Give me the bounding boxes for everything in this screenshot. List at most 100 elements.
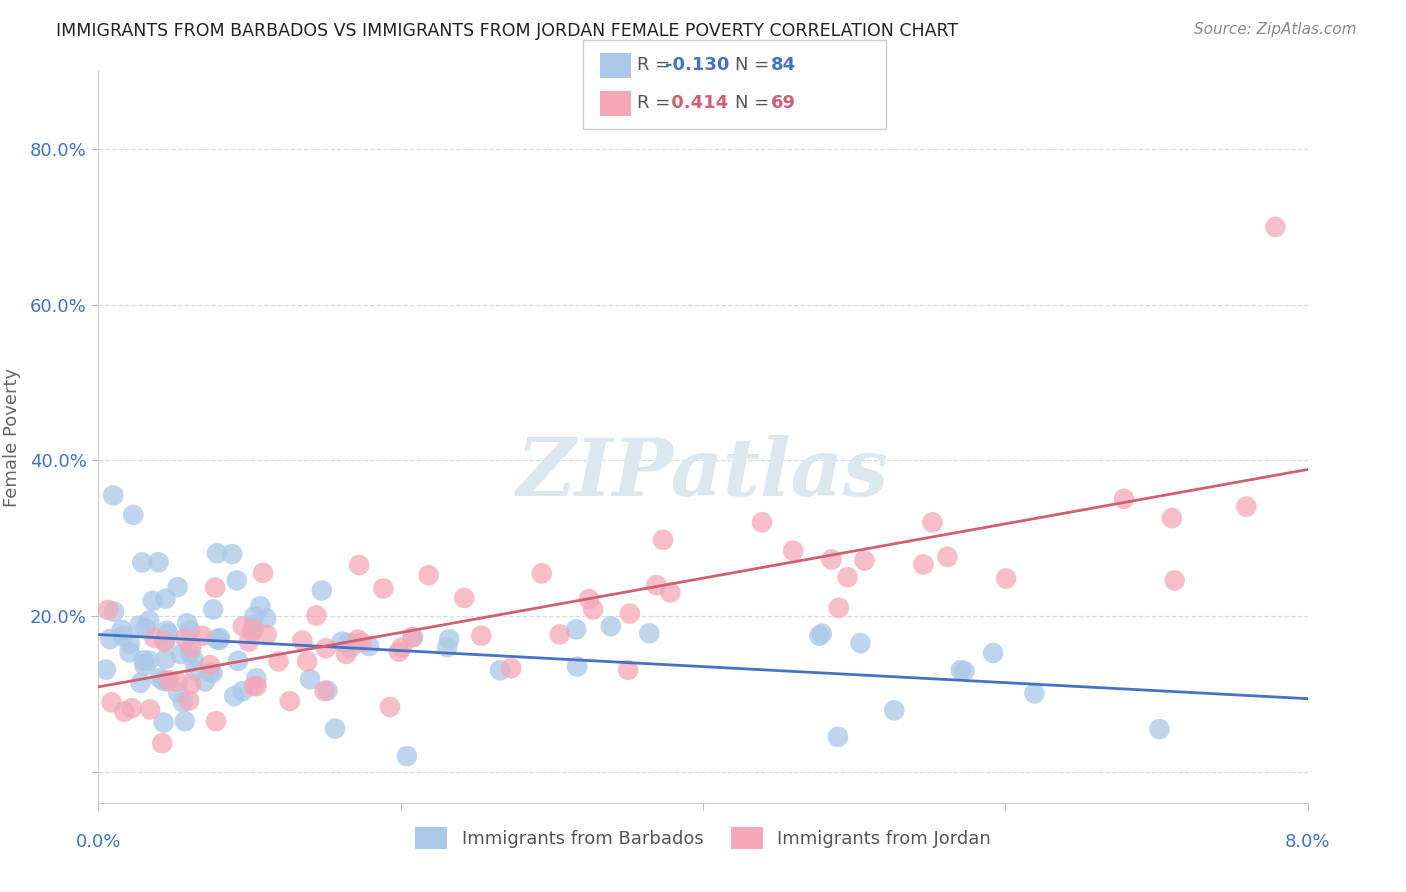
Point (883, 703, 905, 717)
Point (100, 695, 122, 709)
Point (155, 652, 177, 666)
Point (179, 693, 201, 707)
Point (94, 663, 117, 677)
Point (853, 553, 876, 567)
Point (1264, 219, 1286, 234)
Point (97, 603, 120, 617)
Point (949, 663, 972, 677)
Point (645, 578, 668, 592)
Point (131, 556, 153, 570)
Point (183, 653, 205, 667)
Point (659, 585, 682, 599)
Point (267, 655, 290, 669)
Point (242, 618, 264, 632)
Point (103, 488, 125, 502)
Point (121, 701, 143, 715)
Point (1112, 491, 1135, 506)
Text: 0.414: 0.414 (665, 95, 728, 112)
Point (111, 629, 134, 643)
Point (782, 543, 804, 558)
Point (194, 674, 217, 689)
Point (1163, 574, 1185, 588)
Point (103, 605, 125, 619)
Point (567, 659, 589, 673)
Point (436, 640, 458, 655)
Point (122, 508, 145, 522)
Point (208, 633, 231, 648)
Point (921, 516, 943, 530)
Point (225, 574, 247, 588)
Point (198, 665, 221, 680)
Point (395, 749, 418, 764)
Point (1160, 511, 1182, 525)
Point (242, 679, 264, 693)
Point (152, 673, 174, 688)
Point (912, 558, 935, 572)
Point (599, 619, 621, 633)
Point (936, 549, 959, 564)
Point (202, 602, 225, 616)
Point (373, 582, 395, 596)
Point (205, 546, 228, 560)
Point (226, 654, 249, 668)
Point (129, 675, 152, 690)
Point (299, 672, 322, 686)
Point (243, 623, 266, 637)
Point (249, 599, 271, 614)
Point (437, 632, 460, 647)
Point (330, 634, 353, 648)
Point (157, 673, 180, 687)
Text: ZIPatlas: ZIPatlas (517, 435, 889, 512)
Point (315, 641, 337, 656)
Point (339, 641, 361, 656)
Point (138, 654, 160, 668)
Point (166, 674, 188, 689)
Point (323, 722, 346, 736)
Point (152, 715, 174, 730)
Point (112, 705, 135, 719)
Text: 69: 69 (770, 95, 796, 112)
Point (837, 570, 859, 584)
Point (142, 594, 165, 608)
Point (827, 730, 849, 744)
Point (198, 658, 221, 673)
Point (311, 583, 333, 598)
Point (205, 714, 228, 729)
Point (252, 566, 274, 580)
Point (828, 600, 851, 615)
Point (402, 630, 425, 644)
Point (953, 664, 976, 678)
Point (350, 635, 373, 649)
Point (111, 623, 134, 637)
Point (149, 671, 172, 685)
Point (153, 635, 176, 649)
Point (347, 558, 370, 572)
Point (638, 626, 661, 640)
Point (170, 647, 193, 661)
Point (981, 646, 1004, 660)
Point (172, 695, 194, 709)
Point (232, 684, 254, 698)
Point (391, 640, 413, 655)
Point (1149, 722, 1171, 736)
Point (232, 619, 254, 633)
Point (582, 602, 605, 616)
Point (204, 581, 226, 595)
Point (314, 684, 336, 698)
Point (221, 547, 243, 561)
Point (166, 580, 188, 594)
Point (134, 658, 156, 673)
Point (245, 672, 267, 686)
Point (617, 663, 640, 677)
Text: Source: ZipAtlas.com: Source: ZipAtlas.com (1194, 22, 1357, 37)
Point (849, 636, 872, 650)
Point (278, 694, 301, 708)
Point (148, 555, 170, 569)
Point (347, 632, 370, 647)
Point (316, 683, 339, 698)
Point (530, 566, 553, 581)
Point (224, 689, 246, 703)
Point (401, 630, 423, 644)
Point (153, 634, 176, 648)
Point (135, 621, 157, 635)
